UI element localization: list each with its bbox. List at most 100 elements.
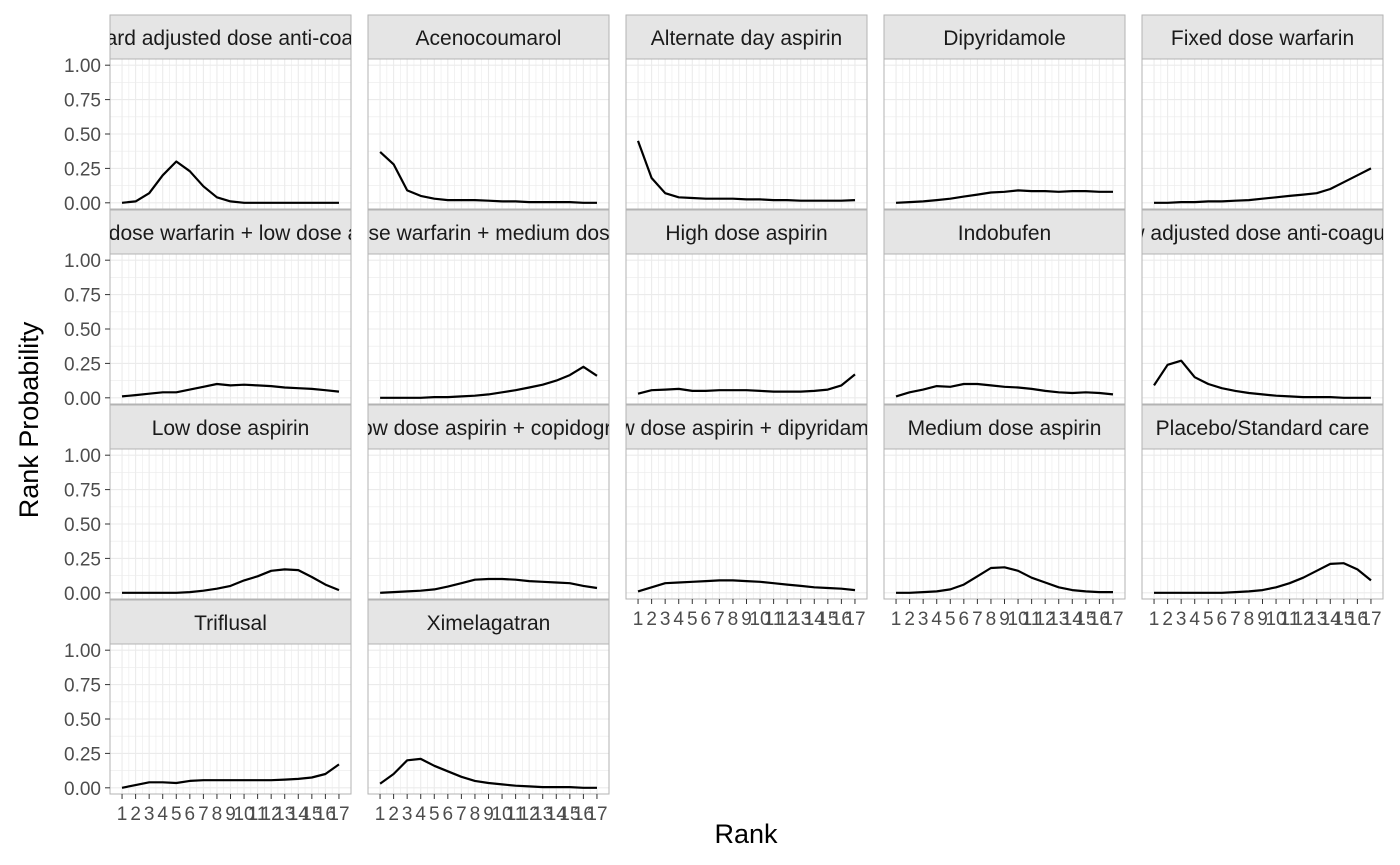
y-tick-label: 0.75 [64, 481, 101, 502]
gridlines [626, 59, 867, 209]
x-tick-label: 14 [546, 804, 568, 825]
panel-4: Dipyridamole [883, 14, 1126, 210]
panel-border [367, 58, 610, 210]
x-tick-label: 6 [185, 804, 196, 825]
gridlines [1142, 449, 1383, 599]
x-tick-label: 6 [443, 804, 454, 825]
y-tick-label: 0.75 [64, 676, 101, 697]
x-tick-label: 2 [1162, 609, 1173, 630]
panel-border [1141, 58, 1384, 210]
facet-label: Indobufen [958, 222, 1051, 245]
y-tick-label: 0.00 [64, 779, 101, 800]
x-tick-label: 7 [972, 609, 983, 630]
series-line [380, 365, 598, 399]
panel-6: Fixed dose warfarin + low dose aspirin 0.… [64, 209, 352, 410]
facet-label: Dipyridamole [943, 27, 1066, 50]
y-tick-label: 0.25 [64, 744, 101, 765]
facet-label: Fixed dose warfarin + medium dose aspiri… [288, 222, 689, 245]
panel-9: Indobufen [883, 209, 1126, 405]
x-tick-label: 8 [728, 609, 739, 630]
facet-strip [883, 209, 1126, 255]
panel-border [883, 253, 1126, 405]
x-tick-label: 1 [633, 609, 644, 630]
panel-8: High dose aspirin [625, 209, 868, 405]
facet-strip [1141, 209, 1384, 255]
x-tick-label: 8 [212, 804, 223, 825]
facet-label: Acenocoumarol [416, 27, 562, 50]
gridlines [1142, 254, 1383, 404]
x-tick-label: 3 [660, 609, 671, 630]
x-tick-label: 11 [248, 804, 268, 825]
x-tick-label: 10 [749, 609, 770, 630]
x-tick-label: 17 [586, 804, 607, 825]
x-tick-label: 5 [429, 804, 440, 825]
x-tick-label: 7 [198, 804, 209, 825]
x-tick-label: 6 [1217, 609, 1228, 630]
x-tick-label: 10 [1265, 609, 1286, 630]
series-line [379, 757, 597, 789]
x-tick-label: 10 [1007, 609, 1028, 630]
panel-border [367, 253, 610, 405]
x-tick-label: 16 [315, 804, 336, 825]
x-tick-label: 13 [532, 804, 553, 825]
panel-border [367, 448, 610, 600]
panel-5: Fixed dose warfarin [1141, 14, 1384, 210]
panel-2: Acenocoumarol [367, 14, 610, 210]
facet-label: Alternate day aspirin [651, 27, 842, 50]
x-tick-label: 9 [999, 609, 1010, 630]
facet-label: Low dose aspirin [152, 417, 310, 440]
x-tick-label: 4 [673, 609, 684, 630]
gridlines [110, 644, 351, 794]
x-tick-label: 4 [931, 609, 942, 630]
y-tick-label: 0.50 [64, 320, 101, 341]
x-tick-label: 16 [573, 804, 594, 825]
series-line [1154, 562, 1372, 594]
x-tick-label: 9 [1257, 609, 1268, 630]
facet-strip [367, 599, 610, 645]
y-tick-label: 0.75 [64, 286, 101, 307]
y-tick-label: 0.75 [64, 91, 101, 112]
x-tick-label: 7 [714, 609, 725, 630]
series-line [121, 763, 340, 789]
y-tick-label: 0.00 [64, 584, 101, 605]
facet-label: Low adjusted dose anti-coagulant [1106, 222, 1400, 245]
gridlines [110, 254, 351, 404]
x-tick-label: 16 [1347, 609, 1368, 630]
x-tick-label: 7 [1230, 609, 1241, 630]
x-tick-label: 15 [559, 804, 580, 825]
x-tick-label: 12 [777, 609, 798, 630]
panel-3: Alternate day aspirin [625, 14, 868, 210]
series-line [380, 577, 598, 594]
x-tick-label: 6 [701, 609, 712, 630]
x-tick-label: 15 [1333, 609, 1354, 630]
x-tick-label: 10 [491, 804, 512, 825]
x-tick-label: 2 [646, 609, 657, 630]
facet-label: Ximelagatran [427, 612, 551, 635]
x-tick-label: 12 [1293, 609, 1314, 630]
x-tick-label: 9 [483, 804, 494, 825]
x-tick-label: 5 [1203, 609, 1214, 630]
gridlines [884, 254, 1125, 404]
x-tick-label: 2 [388, 804, 399, 825]
x-tick-label: 11 [1280, 609, 1300, 630]
panel-border [625, 58, 868, 210]
facet-strip [109, 599, 352, 645]
series-line [895, 189, 1113, 204]
facet-strip [625, 14, 868, 60]
panel-12: Low dose aspirin + copidogrel [367, 404, 610, 600]
x-tick-label: 13 [790, 609, 811, 630]
facet-strip [109, 209, 352, 255]
gridlines [368, 644, 609, 794]
x-tick-label: 3 [918, 609, 929, 630]
series-line [636, 140, 856, 202]
facet-label: Medium dose aspirin [908, 417, 1102, 440]
y-tick-label: 1.00 [64, 56, 101, 77]
x-tick-label: 8 [470, 804, 481, 825]
x-tick-label: 5 [687, 609, 698, 630]
panel-1: Standard adjusted dose anti-coagulant 0.0… [64, 14, 352, 215]
facet-strip [367, 404, 610, 450]
y-tick-label: 1.00 [64, 641, 101, 662]
